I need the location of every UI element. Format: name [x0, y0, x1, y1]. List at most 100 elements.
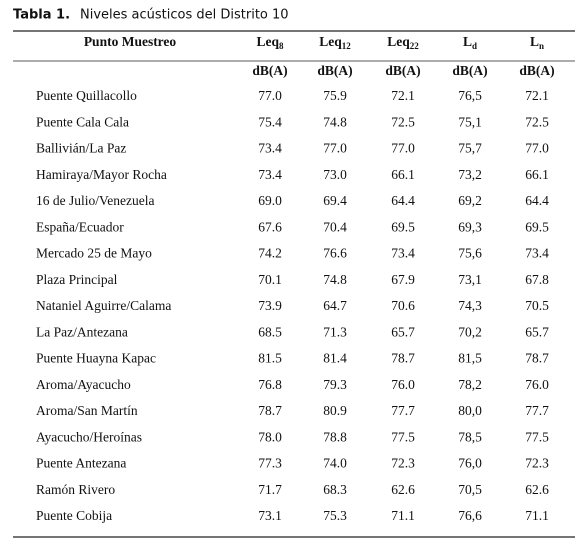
- value-cell: 67.9: [391, 272, 415, 287]
- row-label: Ayacucho/Heroínas: [36, 429, 142, 444]
- value-cell: 76,6: [458, 508, 482, 523]
- value-cell: 71.1: [525, 508, 549, 523]
- row-label: Hamiraya/Mayor Rocha: [36, 167, 167, 182]
- value-cell: 77.0: [323, 141, 347, 156]
- value-cell: 78,5: [458, 429, 482, 444]
- value-cell: 81,5: [458, 351, 482, 366]
- value-cell: 74.2: [258, 246, 282, 261]
- row-label: Puente Huayna Kapac: [36, 351, 156, 366]
- row-label: Ramón Rivero: [36, 482, 115, 497]
- value-cell: 78.7: [258, 403, 282, 418]
- value-cell: 77.7: [525, 403, 549, 418]
- value-cell: 76.0: [391, 377, 415, 392]
- value-cell: 77.3: [258, 456, 282, 471]
- row-label: 16 de Julio/Venezuela: [36, 193, 154, 208]
- value-cell: 65.7: [525, 324, 549, 339]
- value-cell: 80.9: [323, 403, 347, 418]
- value-cell: 79.3: [323, 377, 347, 392]
- value-cell: 66.1: [391, 167, 415, 182]
- value-cell: 70,5: [458, 482, 482, 497]
- value-cell: 72.3: [391, 456, 415, 471]
- value-cell: 70,2: [458, 324, 482, 339]
- value-cell: 73.4: [258, 167, 282, 182]
- value-cell: 69.5: [525, 219, 549, 234]
- value-cell: 67.6: [258, 219, 282, 234]
- value-cell: 73.1: [258, 508, 282, 523]
- row-label: Puente Cobija: [36, 508, 112, 523]
- value-cell: 78.0: [258, 429, 282, 444]
- value-cell: 70.5: [525, 298, 549, 313]
- unit-cell: dB(A): [317, 63, 352, 78]
- value-cell: 75,7: [458, 141, 482, 156]
- header-sub: 22: [410, 41, 420, 51]
- value-cell: 70.1: [258, 272, 282, 287]
- value-cell: 65.7: [391, 324, 415, 339]
- header-base: Leq: [256, 34, 279, 49]
- value-cell: 72.5: [391, 114, 415, 129]
- value-cell: 68.5: [258, 324, 282, 339]
- header-cell: Leq12: [319, 34, 351, 51]
- value-cell: 73,1: [458, 272, 482, 287]
- value-cell: 80,0: [458, 403, 482, 418]
- value-cell: 76,0: [458, 456, 482, 471]
- row-label: Puente Quillacollo: [36, 88, 137, 103]
- value-cell: 72.3: [525, 456, 549, 471]
- value-cell: 72.1: [391, 88, 415, 103]
- header-cell: Punto Muestreo: [84, 34, 177, 49]
- value-cell: 77.0: [391, 141, 415, 156]
- value-cell: 71.3: [323, 324, 347, 339]
- value-cell: 69.0: [258, 193, 282, 208]
- value-cell: 75,1: [458, 114, 482, 129]
- value-cell: 75.9: [323, 88, 347, 103]
- unit-cell: dB(A): [252, 63, 287, 78]
- value-cell: 77.7: [391, 403, 415, 418]
- value-cell: 64.7: [323, 298, 347, 313]
- value-cell: 75.3: [323, 508, 347, 523]
- value-cell: 72.1: [525, 88, 549, 103]
- value-cell: 73,2: [458, 167, 482, 182]
- header-base: L: [463, 34, 472, 49]
- value-cell: 67.8: [525, 272, 549, 287]
- value-cell: 77.0: [258, 88, 282, 103]
- row-label: Puente Cala Cala: [36, 114, 129, 129]
- value-cell: 73.4: [525, 246, 549, 261]
- value-cell: 81.4: [323, 351, 347, 366]
- row-label: España/Ecuador: [36, 219, 124, 234]
- value-cell: 76.6: [323, 246, 347, 261]
- value-cell: 62.6: [391, 482, 415, 497]
- value-cell: 78.8: [323, 429, 347, 444]
- value-cell: 75.4: [258, 114, 282, 129]
- value-cell: 78,2: [458, 377, 482, 392]
- header-sub: d: [472, 41, 477, 51]
- value-cell: 76,5: [458, 88, 482, 103]
- header-cell: Leq22: [387, 34, 419, 51]
- value-cell: 70.6: [391, 298, 415, 313]
- value-cell: 74.0: [323, 456, 347, 471]
- header-base: L: [530, 34, 539, 49]
- value-cell: 72.5: [525, 114, 549, 129]
- header-sub: 8: [279, 41, 284, 51]
- value-cell: 69.5: [391, 219, 415, 234]
- value-cell: 64.4: [525, 193, 549, 208]
- value-cell: 66.1: [525, 167, 549, 182]
- header-cell: Leq8: [256, 34, 284, 51]
- unit-cell: dB(A): [519, 63, 554, 78]
- value-cell: 73.4: [391, 246, 415, 261]
- caption-label: Tabla 1.: [13, 8, 70, 23]
- header-sub: n: [539, 41, 544, 51]
- row-label: Puente Antezana: [36, 456, 126, 471]
- header-base: Leq: [387, 34, 410, 49]
- value-cell: 74.8: [323, 272, 347, 287]
- value-cell: 81.5: [258, 351, 282, 366]
- row-label: Mercado 25 de Mayo: [36, 246, 152, 261]
- value-cell: 76.0: [525, 377, 549, 392]
- row-label: Plaza Principal: [36, 272, 118, 287]
- value-cell: 71.7: [258, 482, 282, 497]
- value-cell: 75,6: [458, 246, 482, 261]
- value-cell: 74.8: [323, 114, 347, 129]
- unit-cell: dB(A): [385, 63, 420, 78]
- value-cell: 77.0: [525, 141, 549, 156]
- value-cell: 69,2: [458, 193, 482, 208]
- value-cell: 73.4: [258, 141, 282, 156]
